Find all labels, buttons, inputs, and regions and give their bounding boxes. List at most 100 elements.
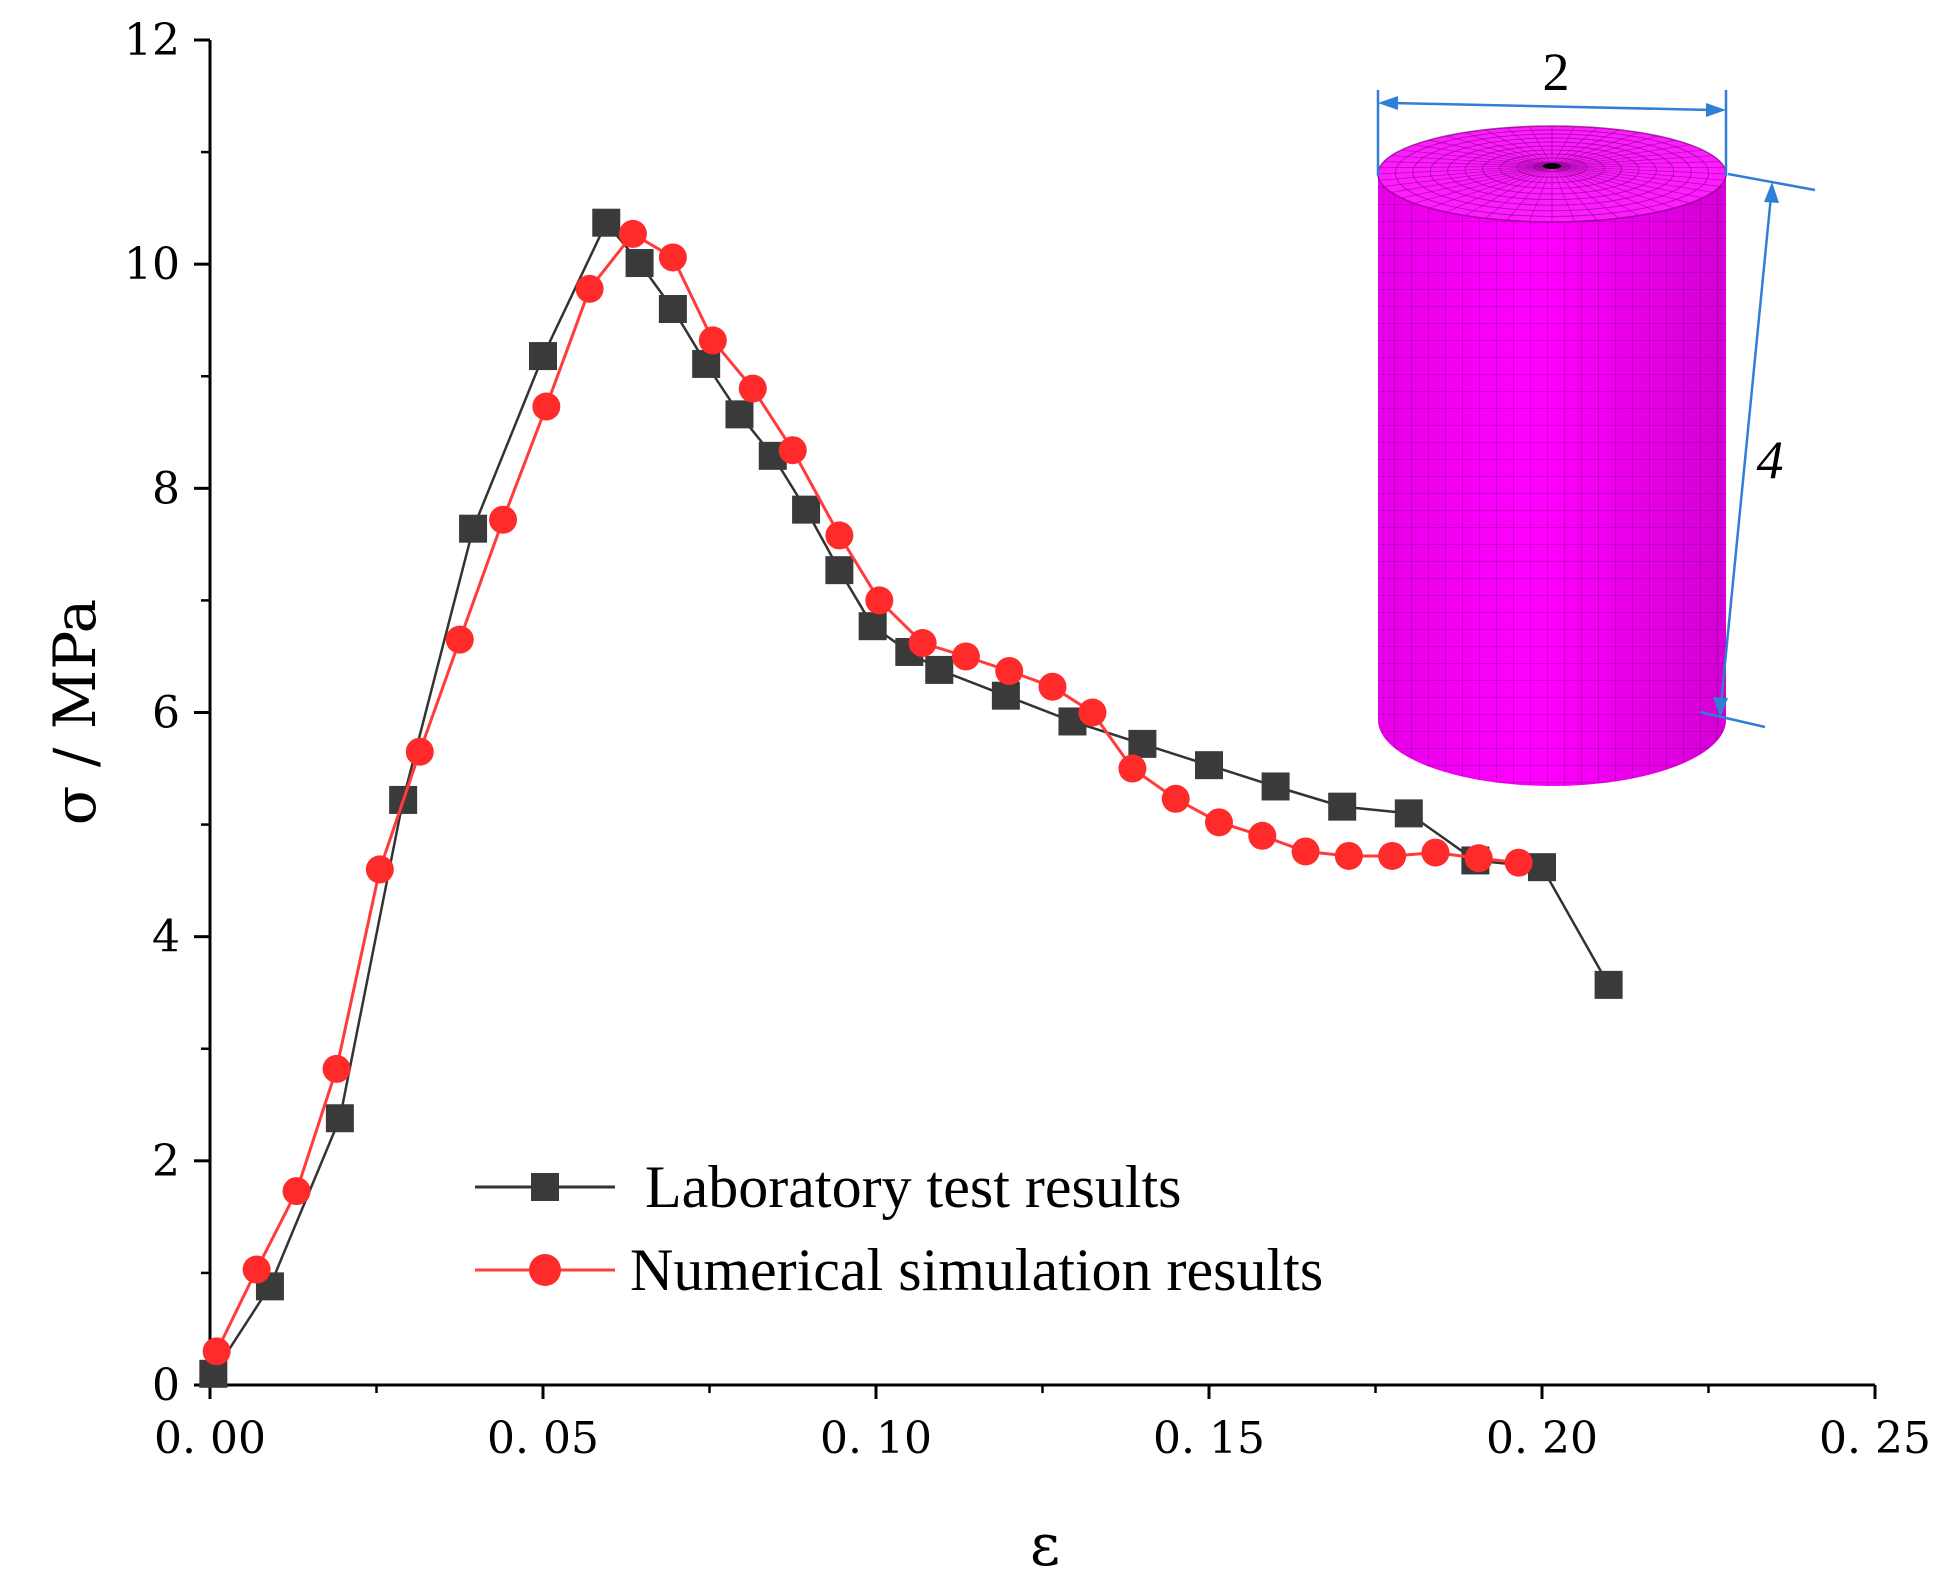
legend: Laboratory test results Numerical simula… xyxy=(475,1154,1323,1303)
top-mesh-spoke xyxy=(1464,165,1553,216)
x-ticks: 0. 00 0. 05 0. 10 0. 15 0. 20 0. 25 xyxy=(154,1385,1931,1464)
x-tick-label: 0. 05 xyxy=(487,1413,599,1464)
top-mesh-spoke xyxy=(1551,165,1721,187)
data-point-circle xyxy=(1078,698,1107,727)
data-point-circle xyxy=(405,737,434,766)
top-mesh-spoke xyxy=(1551,165,1576,222)
data-point-circle xyxy=(322,1054,351,1083)
data-point-square xyxy=(792,495,821,524)
data-point-circle xyxy=(242,1255,271,1284)
height-arrow-top xyxy=(1764,182,1779,203)
data-point-square xyxy=(658,295,687,323)
x-axis-title: ε xyxy=(1030,1511,1060,1579)
top-mesh-spoke xyxy=(1428,139,1553,167)
y-tick-label: 10 xyxy=(124,239,180,290)
top-mesh-spoke xyxy=(1551,165,1659,213)
data-point-circle xyxy=(532,392,561,421)
data-point-square xyxy=(1195,751,1223,780)
height-arrow-bottom xyxy=(1713,697,1728,718)
top-mesh-spoke xyxy=(1551,135,1659,167)
top-mesh-spoke xyxy=(1551,127,1598,167)
cylinder-top-mesh xyxy=(1377,126,1727,222)
data-point-square xyxy=(1394,799,1423,828)
top-mesh-spoke xyxy=(1551,165,1713,193)
cylinder-specimen-inset: 2 4 xyxy=(1376,42,1816,786)
data-point-square xyxy=(459,514,488,543)
top-mesh-spoke xyxy=(1551,165,1598,221)
top-mesh-spoke xyxy=(1551,165,1725,181)
diameter-line xyxy=(1391,101,1713,112)
data-point-circle xyxy=(1038,672,1067,701)
y-tick-label: 2 xyxy=(152,1136,180,1187)
x-tick-label: 0. 25 xyxy=(1819,1413,1931,1464)
data-point-circle xyxy=(445,625,474,654)
data-point-square xyxy=(1328,792,1357,821)
data-point-circle xyxy=(1421,838,1450,867)
top-mesh-spoke xyxy=(1551,165,1725,169)
data-point-square xyxy=(325,1104,354,1133)
cylinder-body-mesh xyxy=(1378,174,1726,786)
data-point-circle xyxy=(698,326,727,355)
top-mesh-spoke xyxy=(1551,149,1703,167)
data-point-square xyxy=(1528,853,1556,882)
top-mesh-spoke xyxy=(1551,161,1721,167)
series-layer xyxy=(199,208,1623,1388)
legend-marker-lab xyxy=(531,1173,559,1201)
data-point-square xyxy=(1594,970,1623,999)
legend-entry-sim: Numerical simulation results xyxy=(475,1237,1323,1303)
top-mesh-spoke xyxy=(1401,149,1553,167)
data-point-square xyxy=(625,249,654,278)
top-mesh-spoke xyxy=(1551,165,1619,219)
x-tick-label: 0. 15 xyxy=(1153,1413,1265,1464)
data-point-circle xyxy=(865,586,894,615)
data-point-circle xyxy=(908,629,937,658)
top-mesh-spoke xyxy=(1551,129,1619,167)
top-mesh-spoke xyxy=(1445,135,1553,167)
top-mesh-spoke xyxy=(1383,165,1553,187)
y-tick-label: 8 xyxy=(152,463,180,514)
top-mesh-spoke xyxy=(1551,126,1576,167)
data-point-circle xyxy=(282,1177,311,1206)
data-point-square xyxy=(725,400,754,429)
data-point-square xyxy=(858,612,887,641)
data-point-circle xyxy=(1204,808,1233,837)
diameter-label: 2 xyxy=(1543,42,1570,102)
data-point-circle xyxy=(825,521,854,550)
top-mesh-spoke xyxy=(1551,144,1691,167)
top-mesh-spoke xyxy=(1551,165,1703,199)
top-mesh-spoke xyxy=(1551,155,1713,167)
top-mesh-spoke xyxy=(1379,165,1553,169)
top-mesh-spoke xyxy=(1551,165,1676,209)
top-mesh-spoke xyxy=(1391,155,1553,167)
diameter-dimension xyxy=(1376,90,1728,176)
top-mesh-spoke xyxy=(1551,139,1676,167)
data-point-circle xyxy=(1161,784,1190,813)
legend-label-sim: Numerical simulation results xyxy=(630,1237,1323,1303)
top-mesh-spoke xyxy=(1551,165,1727,175)
cylinder-top-center xyxy=(1543,163,1561,169)
data-point-square xyxy=(991,681,1020,710)
top-mesh-spoke xyxy=(1391,165,1553,193)
height-line xyxy=(1719,195,1773,705)
data-point-circle xyxy=(951,642,980,671)
y-ticks: 0 2 4 6 8 10 12 xyxy=(124,15,210,1411)
height-label: 4 xyxy=(1757,430,1784,490)
data-point-square xyxy=(529,342,557,371)
data-point-circle xyxy=(658,243,687,272)
top-mesh-spoke xyxy=(1551,132,1640,167)
data-point-square xyxy=(692,349,721,378)
top-mesh-spoke xyxy=(1551,165,1640,216)
data-point-circle xyxy=(1118,754,1147,783)
y-axis-title: σ / MPa xyxy=(41,599,109,825)
data-point-circle xyxy=(738,374,767,403)
height-dimension xyxy=(1699,172,1816,729)
top-mesh-spoke xyxy=(1485,165,1553,219)
data-point-circle xyxy=(202,1337,231,1366)
top-mesh-spoke xyxy=(1506,127,1553,167)
data-point-square xyxy=(1128,729,1157,758)
y-tick-label: 4 xyxy=(152,912,180,963)
data-point-circle xyxy=(995,657,1024,686)
top-mesh-spoke xyxy=(1413,165,1553,204)
top-mesh-spoke xyxy=(1413,144,1553,167)
